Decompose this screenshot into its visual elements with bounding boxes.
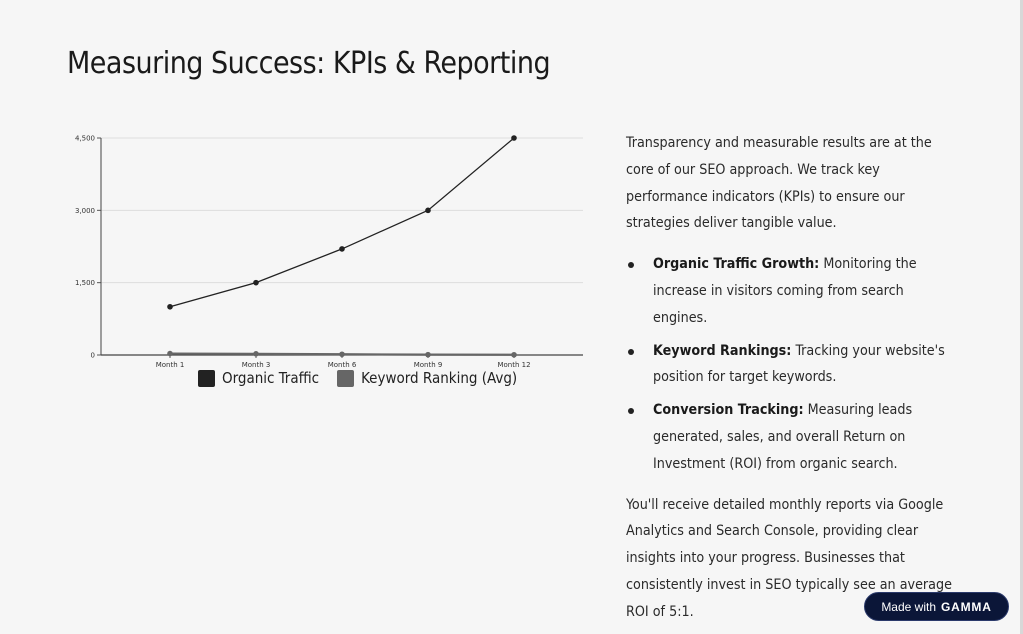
right-edge-divider [1020, 0, 1023, 634]
kpi-label: Conversion Tracking: [653, 402, 804, 419]
series-line-organic-traffic [169, 137, 515, 308]
legend-label-keyword-ranking: Keyword Ranking (Avg) [361, 369, 518, 387]
closing-paragraph: You'll receive detailed monthly reports … [626, 496, 952, 620]
gamma-logo-text: GAMMA [941, 599, 992, 614]
legend-label-organic-traffic: Organic Traffic [222, 369, 320, 387]
x-tick-label: Month 3 [242, 361, 271, 369]
slide-title: Measuring Success: KPIs & Reporting [67, 46, 551, 81]
chart-legend: Organic Traffic Keyword Ranking (Avg) [198, 369, 517, 387]
kpi-list: Organic Traffic Growth: Monitoring the i… [626, 251, 961, 477]
kpi-text: Tracking your website's position for tar… [653, 342, 945, 386]
y-tick-label: 1,500 [75, 279, 95, 287]
kpi-label: Keyword Rankings: [653, 342, 792, 359]
x-tick-label: Month 1 [156, 361, 185, 369]
data-point-organic-traffic [339, 246, 345, 252]
kpi-list-item-traffic: Organic Traffic Growth: Monitoring the i… [626, 251, 961, 331]
data-point-keyword-ranking [339, 351, 345, 358]
data-point-keyword-ranking [253, 350, 259, 357]
x-tick-label: Month 6 [328, 361, 357, 369]
data-point-organic-traffic [167, 303, 173, 310]
kpi-list-item-rankings: Keyword Rankings: Tracking your website'… [626, 338, 961, 392]
x-tick-label: Month 9 [414, 361, 443, 369]
kpi-label: Organic Traffic Growth: [653, 256, 820, 273]
y-tick-label: 4,500 [75, 135, 95, 143]
chart-svg: 0 1,500 3,000 4,500 Month 1 Month 3 Month 6 Mon… [75, 135, 583, 369]
badge-prefix: Made with [881, 599, 937, 614]
legend-item-organic-traffic[interactable]: Organic Traffic [198, 369, 319, 387]
intro-paragraph: Transparency and measurable results are … [626, 135, 932, 232]
y-tick-label: 0 [91, 352, 95, 360]
legend-swatch-keyword-ranking [337, 369, 355, 387]
description-column: Transparency and measurable results are … [626, 130, 961, 626]
kpi-text: Measuring leads generated, sales, and ov… [653, 402, 913, 472]
data-point-organic-traffic [511, 135, 517, 141]
kpi-list-item-conversions: Conversion Tracking: Measuring leads gen… [626, 397, 961, 477]
legend-item-keyword-ranking[interactable]: Keyword Ranking (Avg) [337, 369, 517, 387]
data-point-keyword-ranking [511, 351, 517, 358]
kpi-line-chart: 0 1,500 3,000 4,500 Month 1 Month 3 Month 6 Mon… [60, 120, 600, 400]
x-tick-label: Month 12 [497, 361, 530, 369]
kpi-text: Monitoring the increase in visitors comi… [653, 256, 917, 326]
data-point-organic-traffic [425, 207, 431, 214]
data-point-organic-traffic [253, 279, 259, 286]
data-point-keyword-ranking [425, 351, 431, 358]
legend-swatch-organic-traffic [198, 369, 215, 387]
made-with-gamma-badge[interactable]: Made with GAMMA [864, 592, 1009, 621]
data-point-keyword-ranking [167, 350, 173, 357]
y-tick-label: 3,000 [75, 207, 95, 215]
